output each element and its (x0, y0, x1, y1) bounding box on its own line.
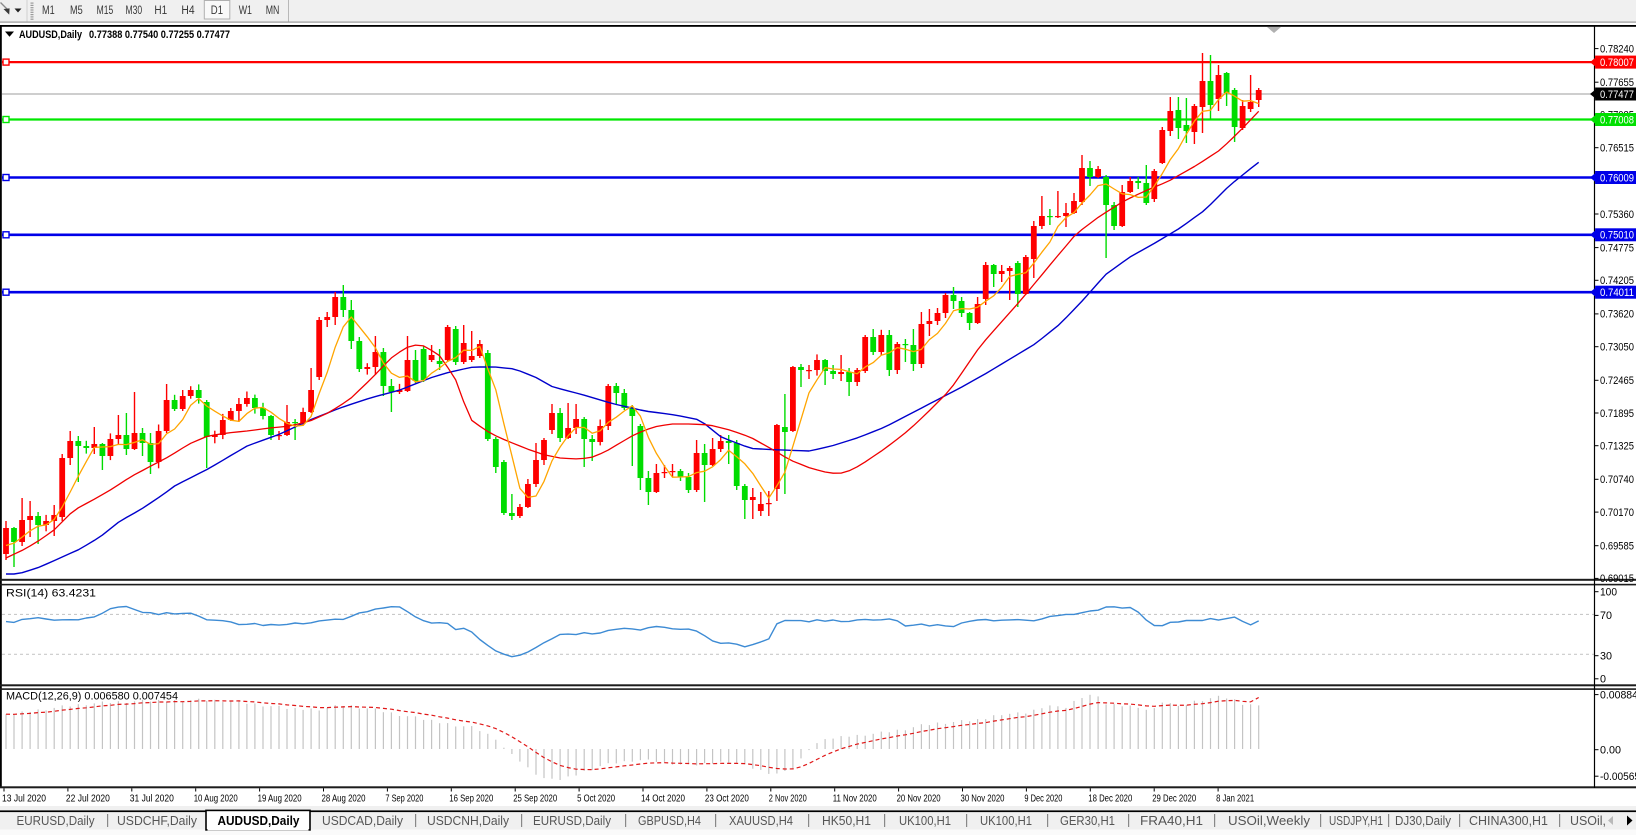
svg-text:M5: M5 (70, 5, 83, 17)
svg-text:0.76515: 0.76515 (1600, 143, 1634, 155)
svg-text:USDCHF,Daily: USDCHF,Daily (117, 813, 197, 828)
svg-text:18 Dec 2020: 18 Dec 2020 (1088, 793, 1132, 805)
svg-text:0.75010: 0.75010 (1600, 230, 1634, 242)
svg-text:8 Jan 2021: 8 Jan 2021 (1216, 793, 1254, 805)
svg-text:0.70740: 0.70740 (1600, 474, 1634, 486)
svg-text:0.71895: 0.71895 (1600, 408, 1634, 420)
svg-text:13 Jul 2020: 13 Jul 2020 (2, 793, 46, 805)
svg-text:0.77008: 0.77008 (1600, 114, 1634, 126)
svg-text:USDJPY,H1: USDJPY,H1 (1329, 813, 1383, 828)
svg-text:2 Nov 2020: 2 Nov 2020 (769, 793, 807, 805)
svg-text:GBPUSD,H4: GBPUSD,H4 (638, 813, 701, 828)
svg-text:UK100,H1: UK100,H1 (980, 813, 1032, 828)
svg-text:AUDUSD,Daily: AUDUSD,Daily (218, 813, 301, 828)
svg-text:0.77655: 0.77655 (1600, 77, 1634, 89)
svg-text:USOil,: USOil, (1570, 813, 1606, 828)
svg-text:-0.00565: -0.00565 (1600, 771, 1636, 783)
svg-text:MN: MN (266, 5, 280, 17)
svg-text:M15: M15 (97, 5, 114, 17)
svg-text:0.00: 0.00 (1600, 745, 1621, 757)
svg-text:HK50,H1: HK50,H1 (822, 813, 871, 828)
svg-text:H1: H1 (154, 5, 167, 17)
svg-text:0.74205: 0.74205 (1600, 275, 1634, 287)
svg-text:0.69015: 0.69015 (1600, 573, 1634, 585)
svg-text:29 Dec 2020: 29 Dec 2020 (1152, 793, 1196, 805)
svg-text:0.69585: 0.69585 (1600, 541, 1634, 553)
svg-text:USDCNH,Daily: USDCNH,Daily (427, 813, 509, 828)
svg-text:0.77388 0.77540 0.77255 0.7747: 0.77388 0.77540 0.77255 0.77477 (89, 29, 230, 41)
svg-text:0.74011: 0.74011 (1600, 287, 1634, 299)
svg-text:H4: H4 (181, 5, 195, 17)
svg-text:5 Oct 2020: 5 Oct 2020 (577, 793, 615, 805)
svg-text:UK100,H1: UK100,H1 (899, 813, 951, 828)
svg-text:31 Jul 2020: 31 Jul 2020 (130, 793, 174, 805)
svg-text:W1: W1 (239, 5, 252, 17)
svg-text:19 Aug 2020: 19 Aug 2020 (258, 793, 302, 805)
svg-text:0.74775: 0.74775 (1600, 242, 1634, 254)
svg-text:0.70170: 0.70170 (1600, 507, 1634, 519)
svg-text:30: 30 (1600, 651, 1612, 663)
svg-text:XAUUSD,H4: XAUUSD,H4 (729, 813, 793, 828)
svg-text:USDCAD,Daily: USDCAD,Daily (322, 813, 403, 828)
svg-text:M30: M30 (126, 5, 143, 17)
svg-text:16 Sep 2020: 16 Sep 2020 (449, 793, 493, 805)
svg-text:FRA40,H1: FRA40,H1 (1140, 813, 1203, 828)
svg-text:25 Sep 2020: 25 Sep 2020 (513, 793, 557, 805)
svg-text:10 Aug 2020: 10 Aug 2020 (194, 793, 238, 805)
svg-text:USOil,Weekly: USOil,Weekly (1228, 813, 1311, 828)
svg-text:EURUSD,Daily: EURUSD,Daily (533, 813, 611, 828)
svg-text:23 Oct 2020: 23 Oct 2020 (705, 793, 749, 805)
svg-text:14 Oct 2020: 14 Oct 2020 (641, 793, 685, 805)
svg-text:0.71325: 0.71325 (1600, 441, 1634, 453)
svg-text:28 Aug 2020: 28 Aug 2020 (322, 793, 366, 805)
svg-text:100: 100 (1600, 587, 1617, 599)
svg-text:M1: M1 (42, 5, 55, 17)
svg-text:7 Sep 2020: 7 Sep 2020 (385, 793, 423, 805)
svg-text:0.78240: 0.78240 (1600, 43, 1634, 55)
svg-text:RSI(14) 63.4231: RSI(14) 63.4231 (6, 588, 96, 600)
svg-text:CHINA300,H1: CHINA300,H1 (1469, 813, 1548, 828)
svg-text:0.72465: 0.72465 (1600, 375, 1634, 387)
svg-text:EURUSD,Daily: EURUSD,Daily (17, 813, 95, 828)
svg-text:0.75360: 0.75360 (1600, 209, 1634, 221)
svg-text:0.78007: 0.78007 (1600, 57, 1634, 69)
svg-text:0.73620: 0.73620 (1600, 309, 1634, 321)
svg-text:GER30,H1: GER30,H1 (1060, 813, 1115, 828)
svg-text:9 Dec 2020: 9 Dec 2020 (1024, 793, 1062, 805)
svg-text:MACD(12,26,9) 0.006580 0.00745: MACD(12,26,9) 0.006580 0.007454 (6, 691, 178, 703)
svg-text:22 Jul 2020: 22 Jul 2020 (66, 793, 110, 805)
svg-text:0.00884: 0.00884 (1600, 689, 1636, 701)
svg-text:20 Nov 2020: 20 Nov 2020 (897, 793, 941, 805)
svg-text:0.73050: 0.73050 (1600, 342, 1634, 354)
svg-text:11 Nov 2020: 11 Nov 2020 (833, 793, 877, 805)
svg-text:0.77477: 0.77477 (1600, 89, 1634, 101)
svg-text:70: 70 (1600, 610, 1612, 622)
svg-text:DJ30,Daily: DJ30,Daily (1395, 813, 1451, 828)
svg-text:0.76009: 0.76009 (1600, 172, 1634, 184)
svg-text:30 Nov 2020: 30 Nov 2020 (961, 793, 1005, 805)
svg-text:0: 0 (1600, 674, 1606, 686)
svg-text:D1: D1 (211, 5, 223, 17)
svg-text:AUDUSD,Daily: AUDUSD,Daily (19, 29, 83, 41)
